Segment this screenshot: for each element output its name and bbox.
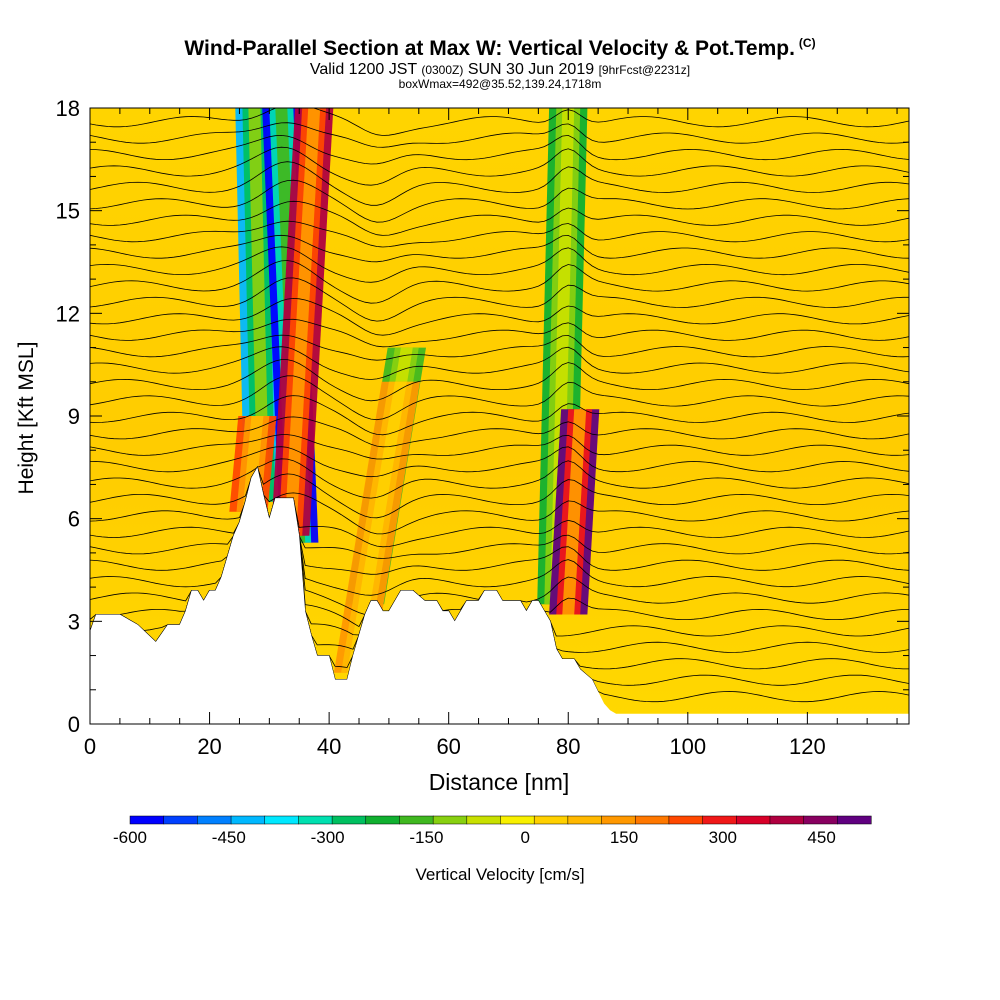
isentrope-line bbox=[90, 346, 909, 380]
x-axis: 0 20 40 60 80 100 120 bbox=[84, 108, 898, 759]
isentrope-line bbox=[90, 220, 909, 248]
isentrope-line bbox=[90, 466, 909, 519]
updraft-band bbox=[284, 108, 321, 536]
isentrope-line bbox=[90, 134, 909, 165]
colorbar-swatch bbox=[163, 815, 198, 825]
y-axis: 0 3 6 9 12 15 18 bbox=[56, 96, 909, 737]
y-tick-label: 6 bbox=[68, 507, 80, 532]
colorbar-swatch bbox=[331, 815, 367, 825]
colorbar-swatch bbox=[264, 815, 299, 825]
terrain bbox=[90, 467, 909, 724]
colorbar-swatch bbox=[803, 815, 838, 825]
colorbar-tick-label: -600 bbox=[113, 828, 147, 847]
isentrope-line bbox=[90, 297, 909, 336]
isentrope-line bbox=[90, 318, 909, 348]
colorbar-tick-label: -300 bbox=[311, 828, 345, 847]
isentrope-line bbox=[90, 466, 909, 575]
x-axis-label: Distance [nm] bbox=[429, 769, 570, 795]
colorbar-swatch bbox=[601, 815, 636, 825]
isentrope-line bbox=[90, 375, 909, 421]
chart-subtitle: Valid 1200 JST (0300Z) SUN 30 Jun 2019 [… bbox=[0, 61, 1000, 79]
valid-date: SUN 30 Jun 2019 bbox=[467, 61, 595, 78]
title-mark: (C) bbox=[798, 36, 816, 50]
velocity-bands bbox=[229, 108, 600, 673]
colorbar-swatch bbox=[533, 815, 569, 825]
utc-time: (0300Z) bbox=[421, 63, 464, 77]
x-tick-label: 0 bbox=[84, 734, 96, 759]
x-tick-label: 120 bbox=[789, 734, 826, 759]
x-tick-label: 80 bbox=[556, 734, 580, 759]
isentrope-line bbox=[90, 260, 909, 304]
updraft-band bbox=[562, 409, 587, 615]
y-tick-label: 3 bbox=[68, 609, 80, 634]
y-axis-label: Height [Kft MSL] bbox=[15, 342, 38, 495]
colorbar-swatch bbox=[197, 815, 232, 825]
isentrope-line bbox=[90, 161, 909, 206]
colorbar: -600 -450 -300 -150 0 150 300 450 bbox=[113, 815, 872, 847]
y-tick-label: 0 bbox=[68, 712, 80, 737]
x-tick-label: 60 bbox=[436, 734, 460, 759]
y-tick-label: 9 bbox=[68, 404, 80, 429]
colorbar-tick-label: -150 bbox=[409, 828, 443, 847]
colorbar-swatch bbox=[668, 815, 704, 825]
colorbar-swatch bbox=[298, 815, 333, 825]
updraft-band bbox=[347, 381, 407, 673]
isentrope-line bbox=[90, 466, 909, 559]
y-tick-label: 15 bbox=[56, 199, 80, 224]
colorbar-tick-label: 150 bbox=[610, 828, 638, 847]
x-tick-label: 20 bbox=[197, 734, 221, 759]
chart-subtitle-2: boxWmax=492@35.52,139.24,1718m bbox=[398, 77, 602, 91]
colorbar-tick-label: 450 bbox=[807, 828, 835, 847]
colorbar-swatch bbox=[702, 815, 737, 825]
plot-area bbox=[90, 108, 909, 724]
isentrope-line bbox=[90, 466, 909, 535]
isentrope-line bbox=[90, 446, 909, 478]
x-tick-label: 40 bbox=[317, 734, 341, 759]
colorbar-swatch bbox=[365, 815, 401, 825]
isentrope-line bbox=[90, 122, 909, 148]
colorbar-swatch bbox=[230, 815, 266, 825]
isentrope-line bbox=[90, 108, 909, 136]
isentrope-line bbox=[90, 458, 909, 499]
isentrope-line bbox=[90, 234, 909, 263]
colorbar-swatch bbox=[837, 815, 872, 825]
colorbar-swatch bbox=[736, 815, 771, 825]
isentrope-line bbox=[90, 200, 909, 236]
colorbar-swatch bbox=[432, 815, 468, 825]
isentrope-line bbox=[90, 334, 909, 361]
colorbar-tick-label: 0 bbox=[520, 828, 529, 847]
colorbar-label: Vertical Velocity [cm/s] bbox=[415, 865, 584, 884]
isentrope-line bbox=[90, 359, 909, 402]
x-tick-label: 100 bbox=[669, 734, 706, 759]
forecast-info: [9hrFcst@2231z] bbox=[598, 63, 691, 77]
y-tick-label: 12 bbox=[56, 301, 80, 326]
colorbar-swatch bbox=[500, 815, 535, 825]
isentrope-line bbox=[90, 466, 909, 548]
isentrope-line bbox=[90, 179, 909, 223]
colorbar-swatch bbox=[769, 815, 805, 825]
isentrope-line bbox=[90, 277, 909, 322]
colorbar-swatch bbox=[634, 815, 670, 825]
downdraft-band bbox=[248, 108, 270, 502]
isentrope-line bbox=[90, 434, 909, 460]
colorbar-swatch bbox=[129, 815, 165, 825]
valid-time: Valid 1200 JST bbox=[309, 61, 417, 78]
isentrope-line bbox=[90, 395, 909, 436]
chart-title: Wind-Parallel Section at Max W: Vertical… bbox=[184, 36, 816, 60]
colorbar-tick-label: -450 bbox=[212, 828, 246, 847]
downdraft-band bbox=[550, 108, 575, 605]
isentrope-line bbox=[90, 146, 909, 186]
isentrope-line bbox=[90, 416, 909, 448]
colorbar-swatch bbox=[466, 815, 502, 825]
isentrope-line bbox=[90, 246, 909, 283]
colorbar-swatch bbox=[399, 815, 434, 825]
colorbar-tick-label: 300 bbox=[709, 828, 737, 847]
y-tick-label: 18 bbox=[56, 96, 80, 121]
colorbar-swatch bbox=[567, 815, 603, 825]
